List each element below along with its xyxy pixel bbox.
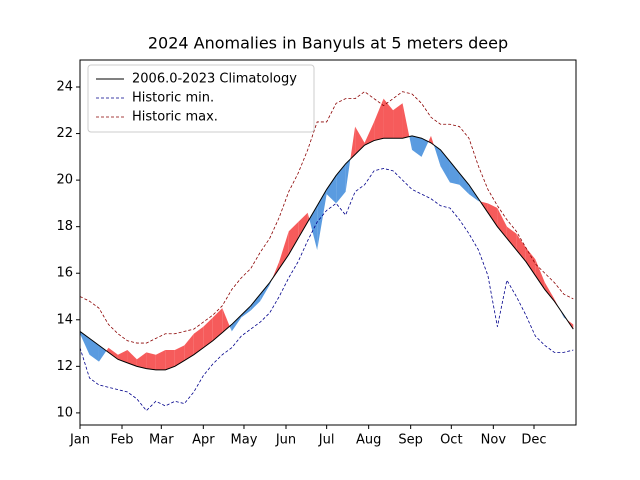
x-tick-label: Mar [149, 433, 174, 448]
x-tick-label: Dec [521, 433, 546, 448]
x-tick-label: Jan [69, 433, 90, 448]
y-tick-label: 22 [56, 126, 73, 141]
anomaly-fill [212, 308, 223, 341]
anomaly-fill [326, 175, 337, 204]
anomaly-fill [428, 135, 431, 143]
legend-label: Historic max. [132, 110, 218, 125]
legend: 2006.0-2023 Climatology Historic min. Hist… [87, 64, 315, 133]
anomaly-fill [516, 233, 526, 262]
legend-box [87, 64, 315, 133]
anomaly-fill [260, 282, 270, 302]
legend-label: 2006.0-2023 Climatology [132, 72, 297, 87]
anomaly-fill [535, 259, 545, 290]
anomaly-fill [497, 208, 507, 239]
anomaly-fill [279, 231, 289, 269]
x-tick-label: May [231, 433, 258, 448]
anomaly-fill [364, 121, 375, 146]
x-tick-label: Apr [192, 433, 215, 448]
anomaly-fill [449, 161, 460, 185]
anomaly-fill [108, 347, 118, 360]
anomaly-fill [421, 138, 429, 157]
x-tick-label: Oct [440, 433, 462, 448]
anomaly-fill [193, 326, 204, 355]
x-tick-label: Aug [356, 433, 381, 448]
anomaly-fill [409, 135, 413, 150]
y-tick-label: 10 [56, 405, 73, 420]
anomaly-fill [393, 103, 403, 139]
y-tick-label: 20 [56, 173, 73, 188]
legend-label: Historic min. [132, 91, 214, 106]
series-line [79, 91, 574, 344]
x-tick-label: Jul [318, 433, 335, 448]
anomaly-fill [440, 149, 450, 183]
anomaly-fill [402, 103, 410, 139]
anomaly-fill [272, 261, 280, 280]
anomaly-fill [374, 98, 384, 141]
anomaly-fill [525, 247, 536, 276]
anomaly-fill [412, 135, 422, 157]
anomaly-fill [506, 226, 517, 250]
x-tick-label: Sep [398, 433, 423, 448]
anomaly-fill [298, 212, 308, 239]
anomaly-fill [336, 163, 346, 204]
series-line [79, 168, 574, 412]
anomaly-fill [203, 317, 213, 348]
anomaly-fill [165, 350, 175, 370]
y-tick-label: 18 [56, 219, 73, 234]
series-line [79, 135, 574, 371]
plot-frame [79, 59, 577, 426]
anomaly-fill [146, 352, 156, 370]
y-tick-label: 24 [56, 80, 73, 95]
y-tick-label: 16 [56, 266, 73, 281]
anomaly-fill [383, 98, 394, 139]
anomaly-fill [136, 352, 147, 369]
anomaly-fill [184, 333, 194, 361]
anomaly-fill [487, 203, 498, 227]
anomaly-fill [430, 135, 434, 145]
anomaly-fill [433, 144, 441, 167]
anomaly-fill [155, 350, 166, 370]
anomaly-fill [350, 126, 356, 160]
x-tick-label: Feb [110, 433, 133, 448]
x-tick-label: Jun [275, 433, 296, 448]
anomaly-fill [117, 350, 128, 363]
anomaly-fill [459, 173, 469, 195]
anomaly-fill [345, 159, 351, 192]
anomaly-fill [174, 345, 185, 367]
anomaly-fill [317, 189, 327, 250]
anomaly-fill [288, 222, 299, 255]
anomaly-fill [250, 294, 261, 311]
anomaly-fill [127, 350, 137, 367]
chart-title: 2024 Anomalies in Banyuls at 5 meters de… [148, 34, 508, 53]
anomaly-fill [231, 315, 242, 332]
y-tick-label: 12 [56, 359, 73, 374]
anomaly-fill [544, 282, 555, 302]
x-tick-label: Nov [481, 433, 507, 448]
anomaly-fill [222, 308, 230, 333]
y-tick-label: 14 [56, 312, 73, 327]
